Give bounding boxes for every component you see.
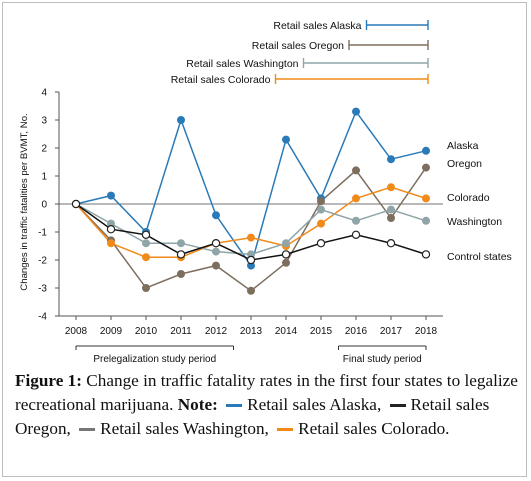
data-point-alaska xyxy=(176,116,185,125)
caption-swatch-alaska xyxy=(226,403,243,407)
data-point-control-states xyxy=(141,230,151,239)
caption-item-colorado: Retail sales Colorado. xyxy=(298,419,450,438)
y-tick-label: 1 xyxy=(41,172,47,183)
data-point-washington xyxy=(211,247,220,256)
x-tick-label: 2008 xyxy=(65,326,88,337)
series-line-alaska xyxy=(75,110,427,268)
retail-sales-label: Retail sales Washington xyxy=(186,58,298,70)
x-tick-label: 2015 xyxy=(310,326,333,337)
data-point-alaska xyxy=(421,146,430,155)
data-point-oregon xyxy=(421,163,430,172)
series-line-washington xyxy=(75,203,427,256)
retail-sales-label: Retail sales Alaska xyxy=(273,20,361,32)
caption-swatch-washington xyxy=(79,427,96,431)
series-line-colorado xyxy=(75,186,427,258)
line-chart: Retail sales Alaska Retail sales Oregon Re… xyxy=(19,20,512,365)
data-point-oregon xyxy=(386,213,395,222)
x-tick-label: 2010 xyxy=(135,326,158,337)
caption-swatch-oregon xyxy=(389,403,406,407)
series-label: Control states xyxy=(447,251,512,263)
data-point-washington xyxy=(281,239,290,248)
data-point-oregon xyxy=(246,286,255,295)
data-point-control-states xyxy=(386,238,396,248)
data-point-control-states xyxy=(421,250,431,259)
x-tick-label: 2016 xyxy=(345,326,368,337)
x-tick-label: 2013 xyxy=(240,326,263,337)
y-tick-label: 0 xyxy=(41,200,47,211)
data-point-oregon xyxy=(176,269,185,278)
period-label: Final study period xyxy=(343,354,422,365)
data-point-washington xyxy=(141,239,150,248)
period-label: Prelegalization study period xyxy=(93,354,216,365)
data-point-alaska xyxy=(386,155,395,164)
figure-frame: Retail sales Alaska Retail sales Oregon Re… xyxy=(2,2,527,477)
data-point-colorado xyxy=(316,219,325,228)
data-point-control-states xyxy=(246,255,256,265)
data-point-control-states xyxy=(176,250,186,259)
data-point-control-states xyxy=(211,238,221,248)
data-point-colorado xyxy=(386,183,395,192)
data-point-colorado xyxy=(421,194,430,203)
data-point-control-states xyxy=(106,224,116,234)
caption-item-oregon: Retail sales Oregon, xyxy=(15,395,490,438)
data-point-washington xyxy=(351,216,360,225)
data-point-alaska xyxy=(211,211,220,220)
series-label: Washington xyxy=(447,216,502,228)
series-label: Alaska xyxy=(447,140,479,152)
y-tick-label: 2 xyxy=(41,144,47,155)
y-tick-label: -4 xyxy=(38,312,47,323)
caption-item-washington: Retail sales Washington, xyxy=(100,419,269,438)
data-point-oregon xyxy=(316,197,325,206)
data-point-colorado xyxy=(107,239,116,248)
data-point-oregon xyxy=(211,261,220,270)
y-tick-label: -3 xyxy=(38,284,47,295)
y-axis-label: Changes in traffic fatalities per BVMT, … xyxy=(19,113,30,290)
data-point-oregon xyxy=(351,166,360,175)
x-tick-label: 2014 xyxy=(275,326,298,337)
retail-sales-label: Retail sales Colorado xyxy=(171,74,271,86)
y-tick-label: 4 xyxy=(41,88,47,99)
data-point-washington xyxy=(316,205,325,214)
data-point-alaska xyxy=(281,135,290,144)
caption-text: Change in traffic fatality rates in the … xyxy=(15,371,518,414)
data-point-oregon xyxy=(281,258,290,267)
data-point-washington xyxy=(386,205,395,214)
data-point-alaska xyxy=(107,191,116,200)
data-point-colorado xyxy=(351,194,360,203)
data-point-washington xyxy=(176,239,185,248)
data-point-control-states xyxy=(351,230,361,239)
data-point-alaska xyxy=(351,107,360,116)
retail-sales-label: Retail sales Oregon xyxy=(252,40,344,52)
caption-figure-label: Figure 1: xyxy=(15,371,82,390)
figure-caption: Figure 1: Change in traffic fatality rat… xyxy=(15,369,521,441)
series-label: Colorado xyxy=(447,192,490,204)
y-tick-label: -2 xyxy=(38,256,47,267)
data-point-control-states xyxy=(281,250,291,259)
caption-swatch-colorado xyxy=(277,427,294,431)
data-point-colorado xyxy=(246,233,255,242)
caption-note-label: Note: xyxy=(177,395,218,414)
data-point-oregon xyxy=(141,283,150,292)
data-point-washington xyxy=(421,216,430,225)
caption-item-alaska: Retail sales Alaska, xyxy=(247,395,382,414)
x-tick-label: 2011 xyxy=(170,326,192,337)
data-point-control-states xyxy=(316,238,326,248)
series-line-oregon xyxy=(75,167,427,292)
series-label: Oregon xyxy=(447,158,482,170)
x-tick-label: 2018 xyxy=(415,326,438,337)
x-tick-label: 2017 xyxy=(380,326,403,337)
y-tick-label: 3 xyxy=(41,116,47,127)
x-tick-label: 2009 xyxy=(100,326,123,337)
x-tick-label: 2012 xyxy=(205,326,228,337)
data-point-colorado xyxy=(141,253,150,262)
data-point-control-states xyxy=(71,199,81,209)
y-tick-label: -1 xyxy=(38,228,47,239)
